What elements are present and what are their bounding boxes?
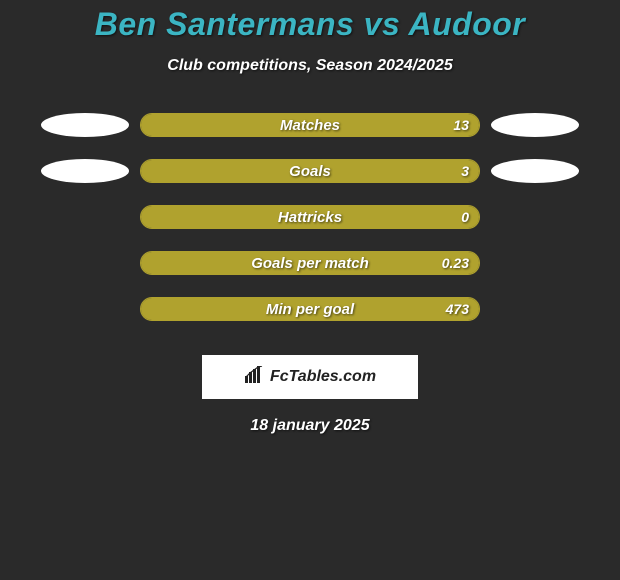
stat-row: Goals3 (0, 159, 620, 183)
stat-label: Goals (141, 160, 479, 182)
stat-value: 0 (461, 206, 469, 228)
player2-indicator (480, 113, 590, 137)
stat-bar: Goals3 (140, 159, 480, 183)
snapshot-date: 18 january 2025 (0, 417, 620, 435)
stat-bar: Hattricks0 (140, 205, 480, 229)
ellipse-icon (491, 159, 579, 183)
comparison-title: Ben Santermans vs Audoor (0, 6, 620, 43)
stat-bar: Goals per match0.23 (140, 251, 480, 275)
ellipse-icon (41, 159, 129, 183)
stat-value: 473 (446, 298, 469, 320)
stat-value: 0.23 (442, 252, 469, 274)
stat-row: Goals per match0.23 (0, 251, 620, 275)
chart-icon (244, 366, 264, 389)
stat-value: 13 (453, 114, 469, 136)
stat-rows: Matches13 Goals3 Hattricks0 Goals per match… (0, 113, 620, 321)
stat-label: Hattricks (141, 206, 479, 228)
source-logo-text: FcTables.com (270, 368, 376, 386)
ellipse-icon (41, 113, 129, 137)
stat-row: Matches13 (0, 113, 620, 137)
stat-row: Min per goal473 (0, 297, 620, 321)
source-logo: FcTables.com (202, 355, 418, 399)
stat-label: Matches (141, 114, 479, 136)
stat-bar: Min per goal473 (140, 297, 480, 321)
stat-label: Min per goal (141, 298, 479, 320)
stat-bar: Matches13 (140, 113, 480, 137)
ellipse-icon (491, 113, 579, 137)
stat-row: Hattricks0 (0, 205, 620, 229)
stat-value: 3 (461, 160, 469, 182)
player2-indicator (480, 159, 590, 183)
player1-indicator (30, 113, 140, 137)
player1-indicator (30, 159, 140, 183)
comparison-subtitle: Club competitions, Season 2024/2025 (0, 57, 620, 75)
stat-label: Goals per match (141, 252, 479, 274)
